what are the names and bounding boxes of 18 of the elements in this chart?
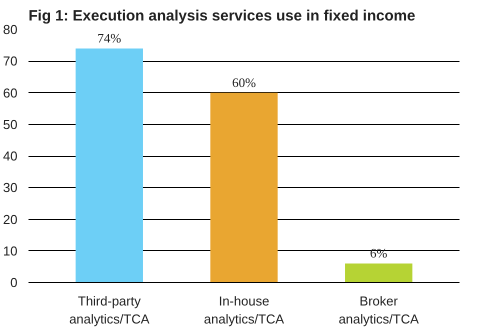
bar [76, 48, 143, 282]
chart-title: Fig 1: Execution analysis services use in fixed income [28, 8, 416, 24]
y-tick-label: 50 [3, 116, 18, 132]
data-label: 74% [97, 30, 122, 46]
x-tick-label: In-house analytics/TCA [204, 294, 284, 326]
bar [345, 264, 412, 282]
y-tick-label: 60 [3, 85, 18, 100]
y-tick-label: 20 [3, 212, 18, 227]
x-tick-label: Broker analytics/TCA [338, 294, 420, 326]
y-tick-label: 10 [3, 243, 18, 258]
y-tick-label: 0 [10, 275, 18, 290]
y-tick-label: 80 [3, 22, 18, 37]
y-tick-label: 70 [3, 54, 18, 69]
y-tick-label: 40 [3, 148, 18, 164]
data-label: 60% [232, 74, 256, 90]
y-tick-label: 30 [3, 180, 18, 196]
bar [210, 92, 278, 282]
x-tick-label: Third-party analytics/TCA [69, 294, 150, 326]
